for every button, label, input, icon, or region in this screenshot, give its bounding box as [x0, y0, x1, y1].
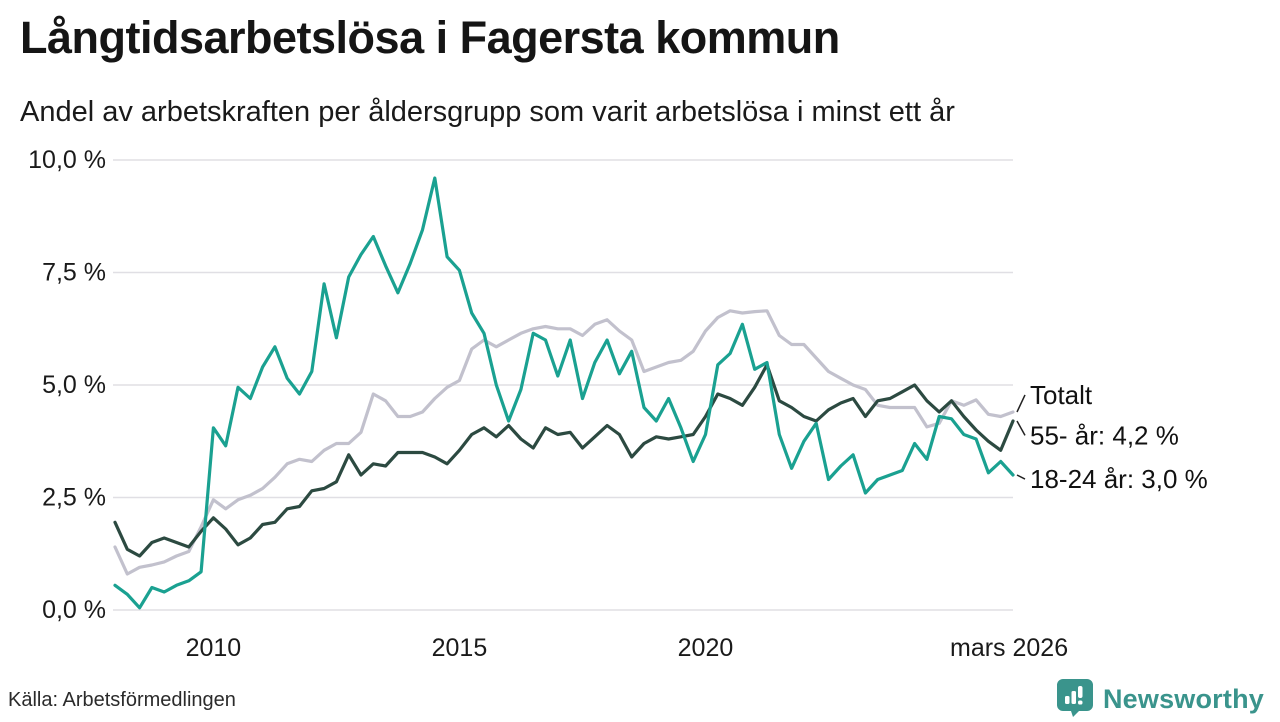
annotation-label: 55- år: 4,2 %: [1030, 420, 1179, 450]
newsworthy-brand-name: Newsworthy: [1102, 683, 1264, 714]
series-line-18-24-r: [113, 176, 1015, 610]
annotation-label: Totalt: [1030, 380, 1093, 410]
newsworthy-logo: Newsworthy: [1054, 676, 1264, 722]
source-note: Källa: Arbetsförmedlingen: [8, 689, 236, 711]
annotation-label: 18-24 år: 3,0 %: [1030, 464, 1208, 494]
x-axis-tick-label: 2015: [432, 634, 488, 662]
y-axis-tick-label: 10,0 %: [28, 146, 106, 174]
series-line-totalt: [113, 309, 1015, 576]
chart-title: Långtidsarbetslösa i Fagersta kommun: [20, 12, 840, 63]
annotation-leader-line: [1016, 394, 1026, 413]
x-axis-tick-label: 2010: [186, 634, 242, 662]
x-axis-tick-label: 2020: [678, 634, 734, 662]
y-axis-tick-label: 2,5 %: [42, 484, 106, 512]
y-axis-tick-label: 0,0 %: [42, 596, 106, 624]
annotation-leader-line: [1016, 420, 1026, 436]
newsworthy-chart-bubble-icon: [1054, 676, 1095, 722]
y-axis-tick-label: 7,5 %: [42, 259, 106, 287]
annotation-leader-line: [1016, 474, 1026, 480]
chart-subtitle: Andel av arbetskraften per åldersgrupp s…: [20, 96, 955, 128]
x-axis-tick-label: mars 2026: [950, 634, 1068, 662]
series-line-55-r: [113, 363, 1015, 558]
y-axis-tick-label: 5,0 %: [42, 371, 106, 399]
